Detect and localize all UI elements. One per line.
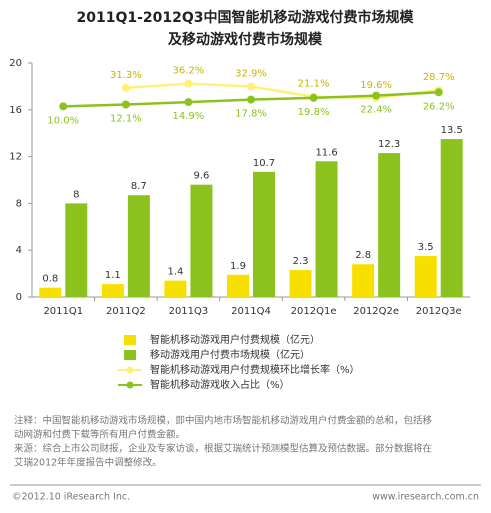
- bar: [414, 256, 437, 297]
- data-label: 2.8: [355, 250, 371, 261]
- footnote: 动网游和付费下载等所有用户付费金额。: [14, 429, 185, 441]
- y-tick-label: 8: [16, 198, 22, 209]
- y-tick-label: 20: [9, 58, 22, 69]
- data-label: 12.3: [378, 139, 400, 150]
- x-tick-label: 2011Q4: [231, 306, 271, 317]
- legend-swatch: [126, 381, 134, 389]
- legend-label: 智能机移动游戏收入占比（%）: [150, 378, 290, 391]
- x-tick-label: 2012Q3e: [416, 306, 462, 317]
- bar: [315, 161, 338, 297]
- website: www.iresearch.com.cn: [372, 492, 479, 503]
- bar: [289, 270, 312, 297]
- x-tick-label: 2011Q2: [106, 306, 146, 317]
- line-marker: [184, 98, 193, 107]
- footnote: 来源：综合上市公司财报，企业及专家访谈，根据艾瑞统计预测模型估算及预估数据。部分…: [14, 443, 432, 455]
- x-tick-label: 2012Q1e: [291, 306, 337, 317]
- y-tick-label: 0: [16, 292, 22, 303]
- data-label: 14.9%: [173, 111, 205, 122]
- bar: [127, 195, 150, 297]
- y-tick-label: 4: [16, 245, 22, 256]
- bar: [352, 264, 375, 297]
- legend-swatch: [124, 335, 136, 345]
- data-label: 1.9: [230, 261, 246, 272]
- line-marker: [309, 93, 318, 102]
- footnote: 艾瑞2012年年度报告中调整修改。: [14, 457, 162, 469]
- line-marker: [184, 79, 193, 88]
- x-tick-label: 2011Q3: [169, 306, 209, 317]
- bar: [164, 280, 187, 297]
- data-label: 9.6: [193, 171, 209, 182]
- line-marker: [247, 95, 255, 104]
- data-label: 26.2%: [423, 101, 455, 112]
- data-label: 12.1%: [110, 114, 142, 125]
- data-label: 22.4%: [360, 105, 392, 116]
- data-label: 21.1%: [298, 79, 330, 90]
- x-tick-label: 2011Q1: [43, 306, 83, 317]
- data-label: 32.9%: [235, 68, 267, 79]
- bar: [378, 153, 401, 297]
- line: [125, 82, 439, 100]
- y-tick-label: 12: [9, 152, 22, 163]
- legend-label: 智能机移动游戏用户付费规模（亿元）: [150, 333, 320, 346]
- bar: [440, 139, 463, 297]
- data-label: 13.5: [441, 125, 463, 136]
- data-label: 10.7: [253, 158, 275, 169]
- data-label: 11.6: [315, 147, 337, 158]
- data-label: 0.8: [42, 274, 58, 285]
- data-label: 19.8%: [298, 107, 330, 118]
- data-label: 31.3%: [110, 70, 142, 81]
- bar: [190, 184, 213, 297]
- data-label: 1.4: [167, 267, 183, 278]
- copyright: ©2012.10 iResearch Inc.: [12, 492, 130, 503]
- chart-title: 2011Q1-2012Q3中国智能机移动游戏付费市场规模: [76, 9, 414, 26]
- bar: [65, 203, 88, 297]
- line-marker: [434, 88, 443, 97]
- data-label: 3.5: [418, 242, 434, 253]
- legend-swatch: [126, 366, 134, 374]
- line-marker: [247, 82, 255, 91]
- bar: [101, 284, 124, 297]
- line-marker: [121, 83, 130, 92]
- data-label: 17.8%: [235, 109, 267, 120]
- data-label: 1.1: [105, 270, 121, 281]
- bar: [39, 287, 62, 297]
- legend-swatch: [124, 350, 136, 360]
- data-label: 8.7: [131, 181, 147, 192]
- legend-label: 移动游戏用户付费市场规模（亿元）: [150, 348, 310, 361]
- bar: [227, 274, 249, 297]
- line-marker: [59, 102, 68, 111]
- data-label: 2.3: [293, 256, 309, 267]
- bar: [253, 171, 275, 297]
- line-marker: [121, 100, 130, 109]
- data-label: 19.6%: [360, 80, 392, 91]
- legend-label: 智能机移动游戏用户付费规模环比增长率（%）: [150, 363, 360, 376]
- footnote: 注释：中国智能机移动游戏市场规模，即中国内地市场智能机移动游戏用户付费金额的总和…: [14, 415, 433, 427]
- y-tick-label: 16: [9, 105, 22, 116]
- data-label: 10.0%: [47, 115, 79, 126]
- line-marker: [372, 91, 381, 100]
- data-label: 28.7%: [423, 72, 455, 83]
- chart-title: 及移动游戏付费市场规模: [168, 31, 323, 48]
- data-label: 36.2%: [173, 66, 205, 77]
- data-label: 8: [73, 189, 79, 200]
- x-tick-label: 2012Q2e: [353, 306, 399, 317]
